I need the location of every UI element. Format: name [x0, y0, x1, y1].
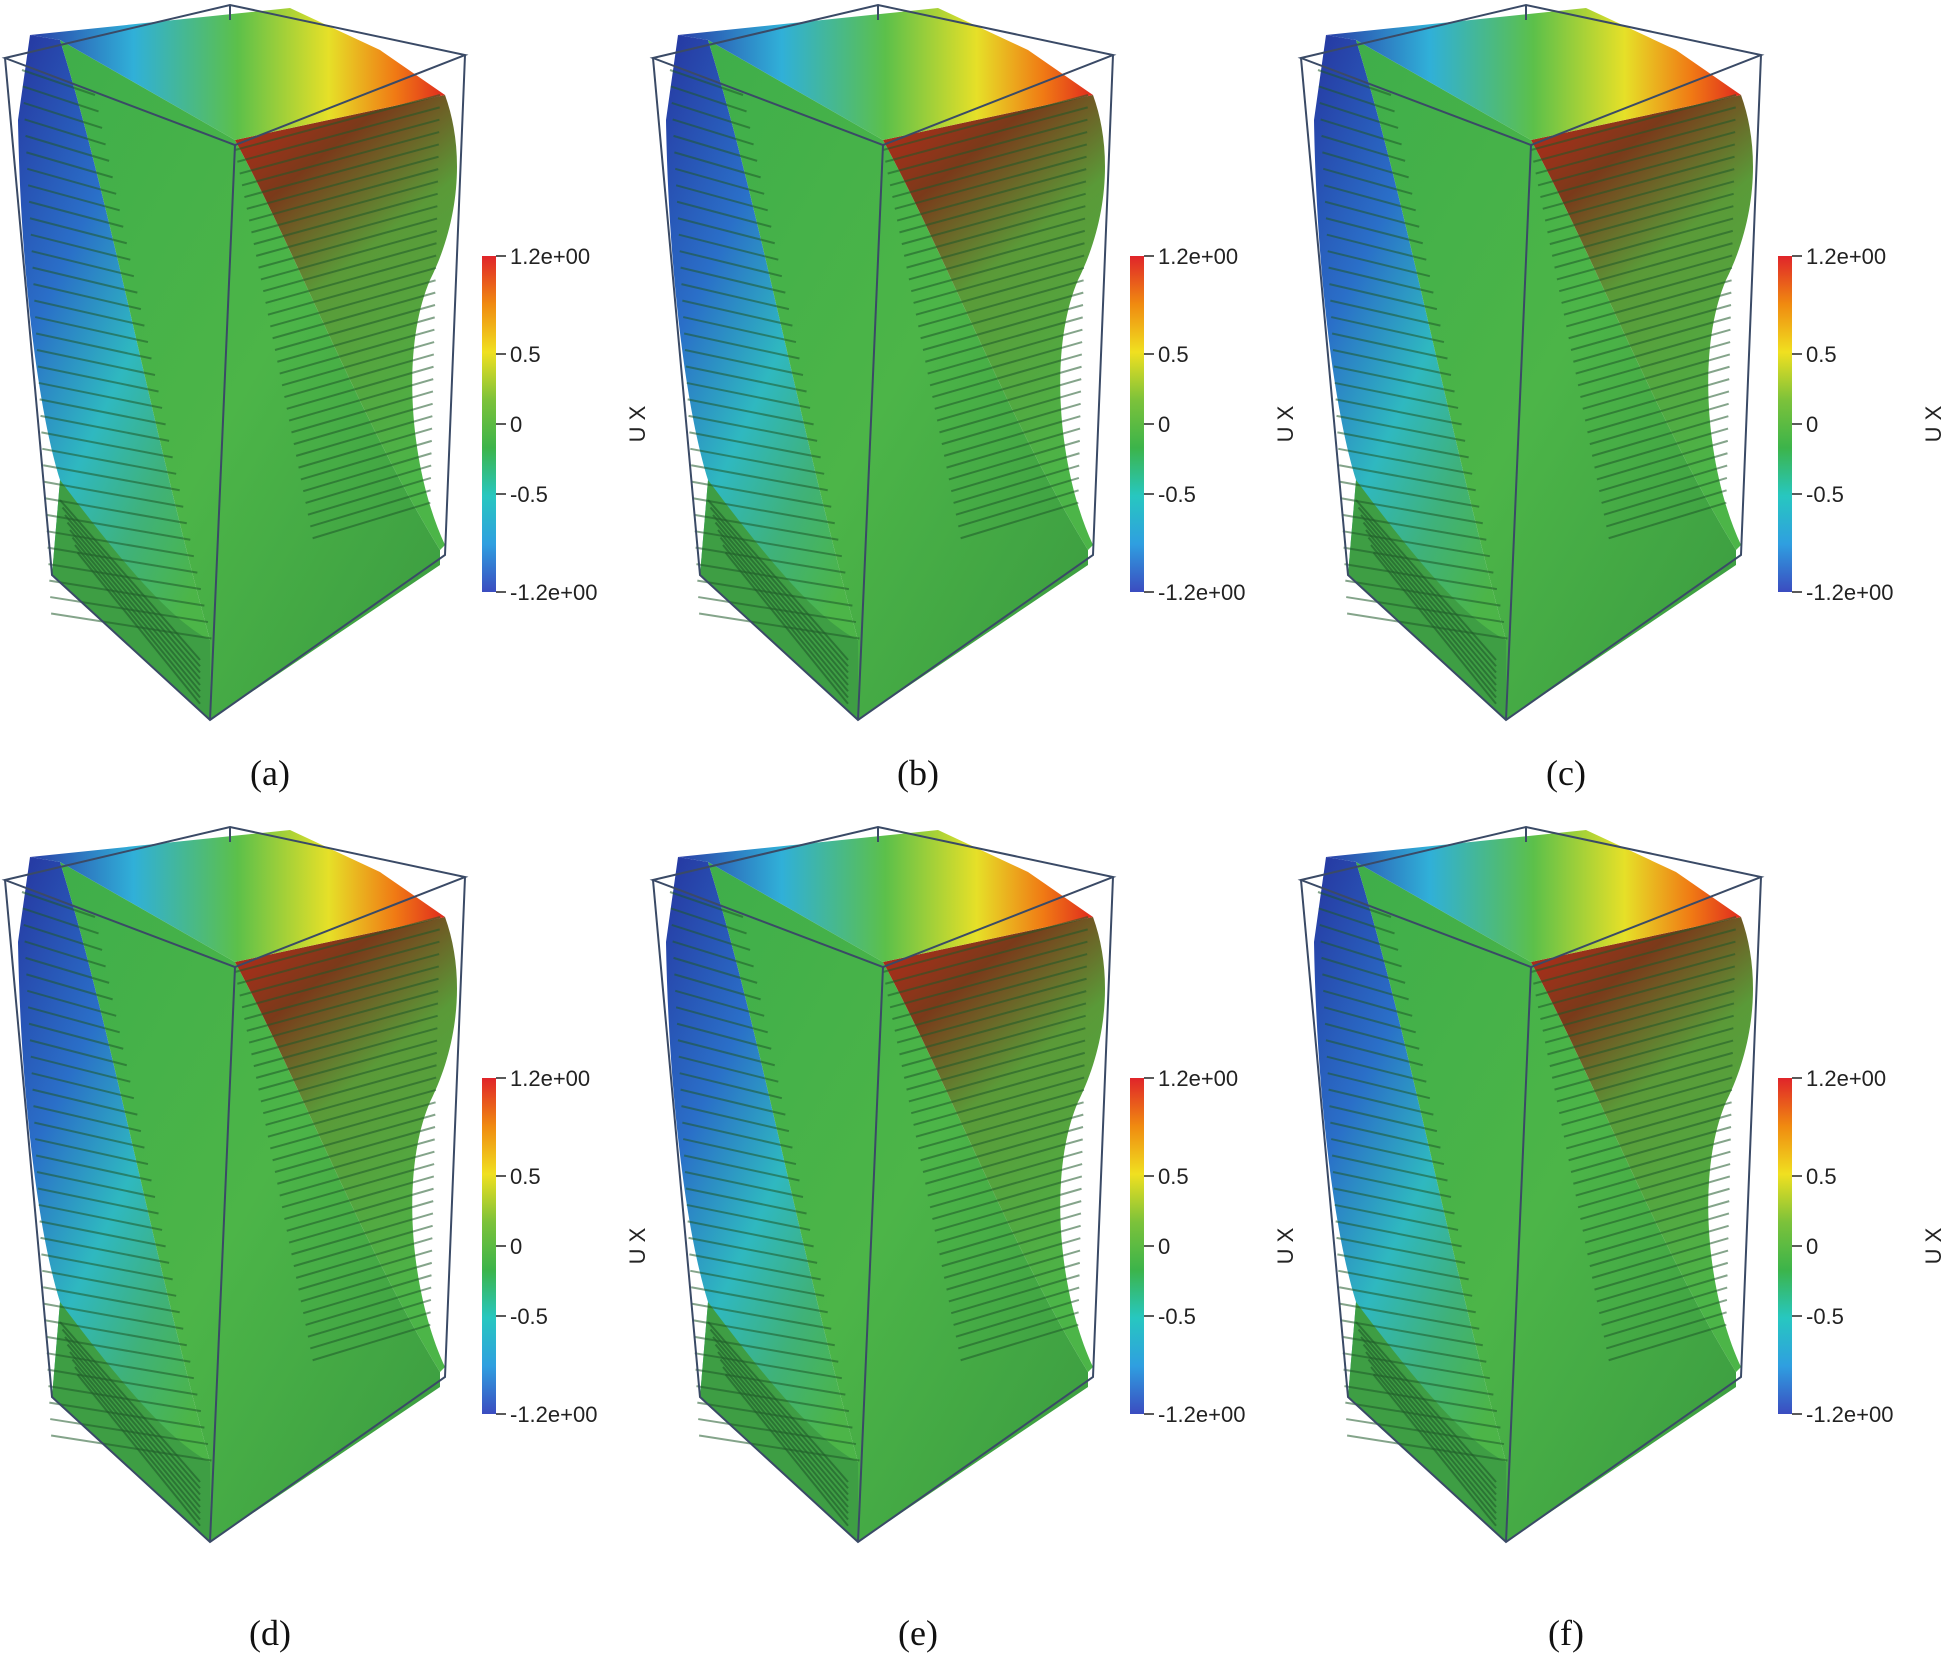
colorbar-tick-label: 0: [1158, 412, 1170, 437]
colorbar-tick-label: -0.5: [1158, 482, 1196, 507]
bounding-box-outline: [1, 825, 469, 1544]
panel-b: 1.2e+00 0.5 0 -0.5 -1.2e+00 U X (b): [648, 0, 1298, 822]
colorbar-tick-label: -1.2e+00: [1806, 580, 1893, 605]
panel-a: 1.2e+00 0.5 0 -0.5 -1.2e+00 U X (a): [0, 0, 650, 822]
colorbar-tick-label: -1.2e+00: [1158, 580, 1245, 605]
colorbar-tick-label: 1.2e+00: [1806, 1066, 1886, 1091]
colorbar-tick-label: 0: [510, 412, 522, 437]
colorbar-tick-label: -1.2e+00: [510, 580, 597, 605]
top-face: [30, 8, 445, 140]
panel-d: 1.2e+00 0.5 0 -0.5 -1.2e+00 U X (d): [0, 822, 650, 1653]
colorbar: [482, 1078, 496, 1414]
panel-f: 1.2e+00 0.5 0 -0.5 -1.2e+00 U X (f): [1296, 822, 1945, 1653]
mesh-striations: [669, 69, 1089, 640]
twisted-beam-render: 1.2e+00 0.5 0 -0.5 -1.2e+00 U X: [1, 3, 650, 722]
colorbar-tick-label: 1.2e+00: [1158, 1066, 1238, 1091]
colorbar-tick-label: -1.2e+00: [1158, 1402, 1245, 1427]
colorbar-tick-label: -1.2e+00: [1806, 1402, 1893, 1427]
bounding-box-outline: [1297, 825, 1765, 1544]
colorbar-tick-label: 0.5: [1806, 342, 1837, 367]
colorbar-tick-label: 0.5: [1158, 1164, 1189, 1189]
colorbar: [1778, 1078, 1792, 1414]
twisted-beam-render: 1.2e+00 0.5 0 -0.5 -1.2e+00 U X: [649, 825, 1298, 1544]
colorbar: [1778, 256, 1792, 592]
colorbar-tick-label: 0.5: [510, 342, 541, 367]
panel-caption: (e): [898, 1613, 938, 1653]
panel-caption: (f): [1548, 1613, 1584, 1653]
mesh-striations: [21, 891, 441, 1462]
bounding-box-outline: [1, 3, 469, 722]
colorbar-tick-label: 0: [1806, 1234, 1818, 1259]
colorbar-tick-label: -0.5: [510, 482, 548, 507]
colorbar: [1130, 1078, 1144, 1414]
colorbar-tick-label: 0.5: [1806, 1164, 1837, 1189]
colorbar-tick-label: 0.5: [510, 1164, 541, 1189]
twisted-beam-render: 1.2e+00 0.5 0 -0.5 -1.2e+00 U X: [649, 3, 1298, 722]
panel-e: 1.2e+00 0.5 0 -0.5 -1.2e+00 U X (e): [648, 822, 1298, 1653]
colorbar-tick-label: -0.5: [1806, 482, 1844, 507]
colorbar-tick-label: 0.5: [1158, 342, 1189, 367]
twisted-beam-render: 1.2e+00 0.5 0 -0.5 -1.2e+00 U X: [1, 825, 650, 1544]
panel-caption: (d): [249, 1613, 291, 1653]
colorbar-tick-label: 1.2e+00: [1158, 244, 1238, 269]
front-twisted-face: [1356, 862, 1736, 1542]
front-twisted-face: [708, 40, 1088, 720]
top-face: [1326, 830, 1741, 962]
colorbar-tick-label: 0: [1158, 1234, 1170, 1259]
panel-caption: (a): [250, 753, 290, 793]
colorbar-title: U X: [1273, 1227, 1298, 1264]
front-twisted-face: [60, 862, 440, 1542]
colorbar-tick-label: -0.5: [1806, 1304, 1844, 1329]
colorbar-tick-label: -0.5: [1158, 1304, 1196, 1329]
front-twisted-face: [60, 40, 440, 720]
front-twisted-face: [1356, 40, 1736, 720]
colorbar-tick-label: -1.2e+00: [510, 1402, 597, 1427]
colorbar-title: U X: [625, 1227, 650, 1264]
colorbar-tick-label: 1.2e+00: [510, 244, 590, 269]
bounding-box-outline: [1297, 3, 1765, 722]
top-face: [30, 830, 445, 962]
colorbar: [1130, 256, 1144, 592]
mesh-striations: [21, 69, 441, 640]
top-face: [678, 830, 1093, 962]
twisted-beam-render: 1.2e+00 0.5 0 -0.5 -1.2e+00 U X: [1297, 825, 1945, 1544]
colorbar-title: U X: [1921, 405, 1945, 442]
mesh-striations: [669, 891, 1089, 1462]
top-face: [1326, 8, 1741, 140]
colorbar: [482, 256, 496, 592]
mesh-striations: [1317, 69, 1737, 640]
colorbar-tick-label: 1.2e+00: [510, 1066, 590, 1091]
colorbar-tick-label: 1.2e+00: [1806, 244, 1886, 269]
panel-caption: (c): [1546, 753, 1586, 793]
colorbar-tick-label: 0: [1806, 412, 1818, 437]
panel-caption: (b): [897, 753, 939, 793]
colorbar-title: U X: [1921, 1227, 1945, 1264]
colorbar-tick-label: -0.5: [510, 1304, 548, 1329]
colorbar-tick-label: 0: [510, 1234, 522, 1259]
front-twisted-face: [708, 862, 1088, 1542]
colorbar-title: U X: [625, 405, 650, 442]
top-face: [678, 8, 1093, 140]
twisted-beam-render: 1.2e+00 0.5 0 -0.5 -1.2e+00 U X: [1297, 3, 1945, 722]
mesh-striations: [1317, 891, 1737, 1462]
bounding-box-outline: [649, 825, 1117, 1544]
colorbar-title: U X: [1273, 405, 1298, 442]
bounding-box-outline: [649, 3, 1117, 722]
panel-c: 1.2e+00 0.5 0 -0.5 -1.2e+00 U X (c): [1296, 0, 1945, 822]
